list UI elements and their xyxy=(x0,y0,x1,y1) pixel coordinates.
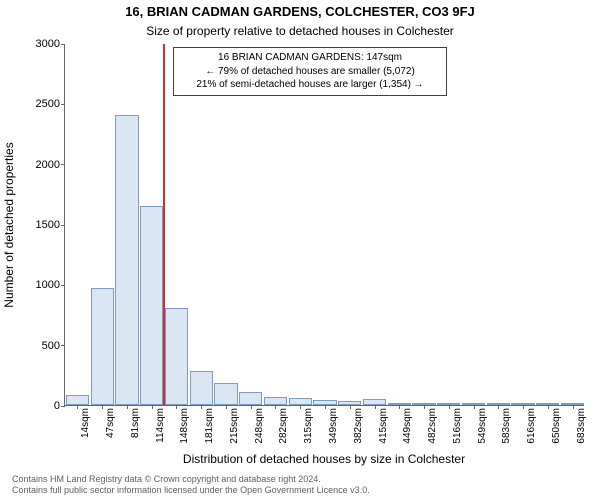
x-tick-label: 650sqm xyxy=(551,408,562,450)
x-tick-mark xyxy=(77,405,78,409)
x-tick-mark xyxy=(152,405,153,409)
x-axis-label: Distribution of detached houses by size … xyxy=(64,452,584,466)
histogram-bar xyxy=(66,395,89,405)
chart-title: 16, BRIAN CADMAN GARDENS, COLCHESTER, CO… xyxy=(0,4,600,19)
y-tick-mark xyxy=(61,164,65,165)
y-tick-label: 2000 xyxy=(10,159,60,171)
x-tick-label: 248sqm xyxy=(254,408,265,450)
y-tick-mark xyxy=(61,44,65,45)
x-tick-label: 81sqm xyxy=(130,408,141,450)
x-tick-label: 315sqm xyxy=(303,408,314,450)
x-tick-mark xyxy=(498,405,499,409)
x-tick-label: 382sqm xyxy=(353,408,364,450)
histogram-bar xyxy=(264,397,287,405)
histogram-bar xyxy=(289,398,312,405)
histogram-bar xyxy=(190,371,213,405)
x-tick-label: 215sqm xyxy=(229,408,240,450)
y-tick-label: 1500 xyxy=(10,219,60,231)
x-tick-mark xyxy=(226,405,227,409)
x-tick-label: 415sqm xyxy=(378,408,389,450)
x-tick-label: 516sqm xyxy=(452,408,463,450)
info-line-3: 21% of semi-detached houses are larger (… xyxy=(180,78,440,92)
x-tick-mark xyxy=(523,405,524,409)
histogram-bar xyxy=(115,115,138,405)
histogram-bar xyxy=(214,383,237,405)
y-tick-mark xyxy=(61,225,65,226)
x-tick-mark xyxy=(176,405,177,409)
x-tick-label: 482sqm xyxy=(427,408,438,450)
x-tick-label: 148sqm xyxy=(179,408,190,450)
footer-line-1: Contains HM Land Registry data © Crown c… xyxy=(12,474,370,485)
x-tick-label: 349sqm xyxy=(328,408,339,450)
histogram-bar xyxy=(239,392,262,405)
x-tick-label: 282sqm xyxy=(278,408,289,450)
marker-line xyxy=(163,44,165,405)
x-tick-mark xyxy=(424,405,425,409)
x-tick-label: 583sqm xyxy=(501,408,512,450)
x-tick-label: 449sqm xyxy=(402,408,413,450)
x-tick-mark xyxy=(127,405,128,409)
y-tick-label: 1000 xyxy=(10,279,60,291)
x-tick-mark xyxy=(300,405,301,409)
chart-subtitle: Size of property relative to detached ho… xyxy=(0,24,600,38)
y-tick-label: 500 xyxy=(10,340,60,352)
x-tick-mark xyxy=(201,405,202,409)
footer-line-2: Contains full public sector information … xyxy=(12,485,370,496)
x-tick-mark xyxy=(251,405,252,409)
footer: Contains HM Land Registry data © Crown c… xyxy=(12,474,370,496)
histogram-bar xyxy=(140,206,163,405)
y-tick-label: 3000 xyxy=(10,38,60,50)
x-tick-mark xyxy=(325,405,326,409)
y-tick-mark xyxy=(61,345,65,346)
x-tick-mark xyxy=(548,405,549,409)
info-line-1: 16 BRIAN CADMAN GARDENS: 147sqm xyxy=(180,51,440,65)
histogram-bar xyxy=(165,308,188,405)
y-tick-label: 2500 xyxy=(10,98,60,110)
x-tick-mark xyxy=(375,405,376,409)
x-tick-label: 47sqm xyxy=(105,408,116,450)
x-tick-mark xyxy=(275,405,276,409)
info-line-2: ← 79% of detached houses are smaller (5,… xyxy=(180,65,440,79)
y-tick-mark xyxy=(61,285,65,286)
x-tick-label: 683sqm xyxy=(576,408,587,450)
y-tick-label: 0 xyxy=(10,400,60,412)
y-tick-mark xyxy=(61,406,65,407)
x-tick-label: 549sqm xyxy=(477,408,488,450)
x-tick-mark xyxy=(573,405,574,409)
info-box: 16 BRIAN CADMAN GARDENS: 147sqm ← 79% of… xyxy=(173,47,447,96)
y-tick-mark xyxy=(61,104,65,105)
plot-area: 16 BRIAN CADMAN GARDENS: 147sqm ← 79% of… xyxy=(64,44,584,406)
x-tick-label: 181sqm xyxy=(204,408,215,450)
x-tick-mark xyxy=(399,405,400,409)
x-tick-label: 616sqm xyxy=(526,408,537,450)
x-tick-label: 14sqm xyxy=(80,408,91,450)
x-tick-label: 114sqm xyxy=(155,408,166,450)
chart-container: 16, BRIAN CADMAN GARDENS, COLCHESTER, CO… xyxy=(0,0,600,500)
x-tick-mark xyxy=(474,405,475,409)
x-tick-mark xyxy=(102,405,103,409)
x-tick-mark xyxy=(350,405,351,409)
histogram-bar xyxy=(91,288,114,405)
x-tick-mark xyxy=(449,405,450,409)
